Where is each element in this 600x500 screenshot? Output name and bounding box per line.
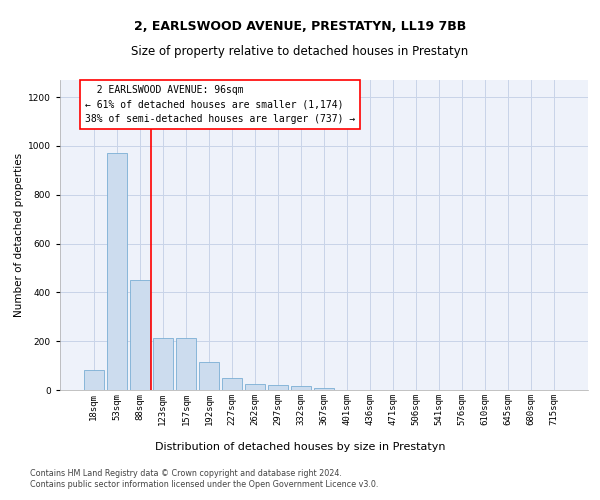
Bar [107,153,127,390]
Bar [199,362,218,390]
Text: Distribution of detached houses by size in Prestatyn: Distribution of detached houses by size … [155,442,445,452]
Y-axis label: Number of detached properties: Number of detached properties [14,153,24,317]
Bar [153,338,173,390]
Bar [314,388,334,390]
Bar [291,386,311,390]
Text: Contains public sector information licensed under the Open Government Licence v3: Contains public sector information licen… [30,480,379,489]
Bar [130,280,149,390]
Bar [176,338,196,390]
Bar [245,384,265,390]
Text: 2, EARLSWOOD AVENUE, PRESTATYN, LL19 7BB: 2, EARLSWOOD AVENUE, PRESTATYN, LL19 7BB [134,20,466,33]
Text: 2 EARLSWOOD AVENUE: 96sqm
← 61% of detached houses are smaller (1,174)
38% of se: 2 EARLSWOOD AVENUE: 96sqm ← 61% of detac… [85,85,355,124]
Text: Contains HM Land Registry data © Crown copyright and database right 2024.: Contains HM Land Registry data © Crown c… [30,469,342,478]
Bar [268,384,288,390]
Bar [84,370,104,390]
Text: Size of property relative to detached houses in Prestatyn: Size of property relative to detached ho… [131,45,469,58]
Bar [222,378,242,390]
